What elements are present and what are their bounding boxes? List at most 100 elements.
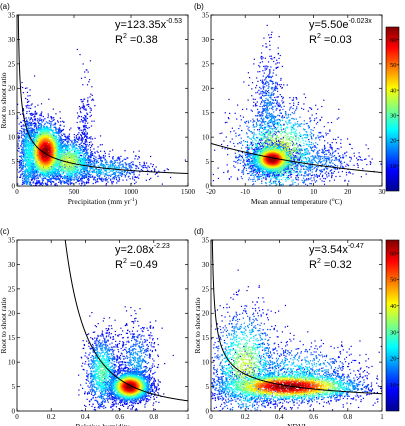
scatter-point [68, 145, 70, 147]
scatter-point [97, 173, 99, 176]
scatter-point [98, 177, 100, 180]
scatter-point [79, 107, 82, 109]
scatter-point [31, 164, 33, 166]
scatter-point [40, 163, 42, 165]
scatter-point [85, 164, 87, 166]
scatter-point [61, 142, 63, 145]
scatter-point [20, 148, 23, 151]
scatter-point [34, 166, 36, 168]
scatter-point [89, 168, 91, 170]
scatter-point [80, 118, 83, 121]
scatter-point [49, 139, 51, 141]
scatter-point [89, 149, 92, 151]
scatter-point [20, 168, 22, 170]
scatter-point [69, 174, 71, 177]
scatter-point [58, 130, 60, 132]
scatter-point [26, 145, 28, 148]
scatter-point [73, 179, 75, 181]
scatter-point [76, 157, 78, 159]
scatter-point [97, 165, 99, 167]
scatter-point [100, 179, 102, 181]
scatter-point [59, 137, 61, 139]
scatter-point [64, 175, 66, 177]
scatter-point [60, 154, 62, 156]
scatter-point [76, 137, 78, 139]
scatter-point [24, 132, 26, 135]
scatter-point [31, 150, 33, 152]
scatter-point [50, 118, 53, 120]
scatter-point [67, 138, 69, 140]
scatter-point [48, 131, 50, 133]
scatter-point [82, 176, 84, 178]
scatter-point [56, 148, 58, 150]
scatter-point [76, 160, 78, 162]
scatter-point [33, 166, 35, 168]
scatter-point [92, 171, 94, 173]
scatter-point [54, 146, 56, 148]
scatter-point [52, 149, 55, 152]
scatter-point [96, 178, 99, 181]
scatter-point [126, 157, 128, 159]
scatter-point [46, 140, 49, 142]
scatter-point [59, 178, 61, 180]
scatter-point [65, 179, 68, 182]
scatter-point [50, 173, 52, 175]
scatter-point [68, 171, 71, 173]
scatter-point [73, 139, 76, 141]
scatter-point [67, 144, 70, 146]
scatter-point [88, 81, 90, 83]
scatter-point [53, 133, 55, 135]
scatter-point [61, 147, 63, 149]
scatter-point [134, 176, 136, 178]
scatter-point [154, 169, 156, 171]
scatter-point [52, 154, 55, 156]
scatter-point [59, 139, 61, 142]
scatter-point [30, 142, 32, 144]
scatter-point [79, 157, 81, 159]
scatter-point [78, 149, 80, 152]
scatter-point [41, 162, 43, 165]
scatter-point [64, 167, 66, 170]
scatter-point [52, 108, 54, 110]
scatter-point [41, 162, 43, 164]
scatter-point [34, 119, 36, 121]
scatter-point [27, 175, 29, 177]
scatter-point [86, 151, 88, 154]
scatter-point [118, 165, 120, 167]
scatter-point [37, 136, 40, 138]
scatter-point [67, 166, 70, 168]
scatter-point [84, 71, 86, 73]
scatter-point [54, 183, 56, 185]
scatter-point [107, 165, 109, 168]
scatter-point [93, 159, 96, 161]
scatter-point [55, 151, 57, 154]
scatter-point [68, 148, 70, 150]
scatter-point [79, 165, 82, 167]
scatter-point [53, 153, 56, 155]
scatter-point [82, 159, 84, 162]
scatter-point [70, 155, 72, 157]
scatter-point [68, 162, 70, 164]
scatter-point [60, 142, 62, 144]
scatter-point [58, 171, 60, 173]
scatter-point [84, 171, 86, 173]
scatter-point [63, 151, 65, 153]
scatter-point [36, 170, 38, 172]
scatter-point [83, 150, 85, 152]
scatter-point [139, 164, 141, 166]
scatter-point [41, 121, 43, 123]
scatter-point [138, 171, 141, 173]
scatter-point [84, 149, 86, 151]
scatter-point [37, 143, 39, 145]
scatter-point [52, 170, 54, 172]
scatter-point [114, 160, 116, 162]
scatter-point [45, 121, 48, 123]
scatter-point [112, 149, 114, 151]
scatter-point [79, 168, 81, 170]
scatter-point [78, 154, 81, 156]
scatter-point [57, 144, 59, 146]
scatter-point [29, 128, 31, 130]
scatter-point [114, 172, 116, 174]
scatter-point [67, 151, 69, 153]
scatter-point [132, 163, 134, 165]
